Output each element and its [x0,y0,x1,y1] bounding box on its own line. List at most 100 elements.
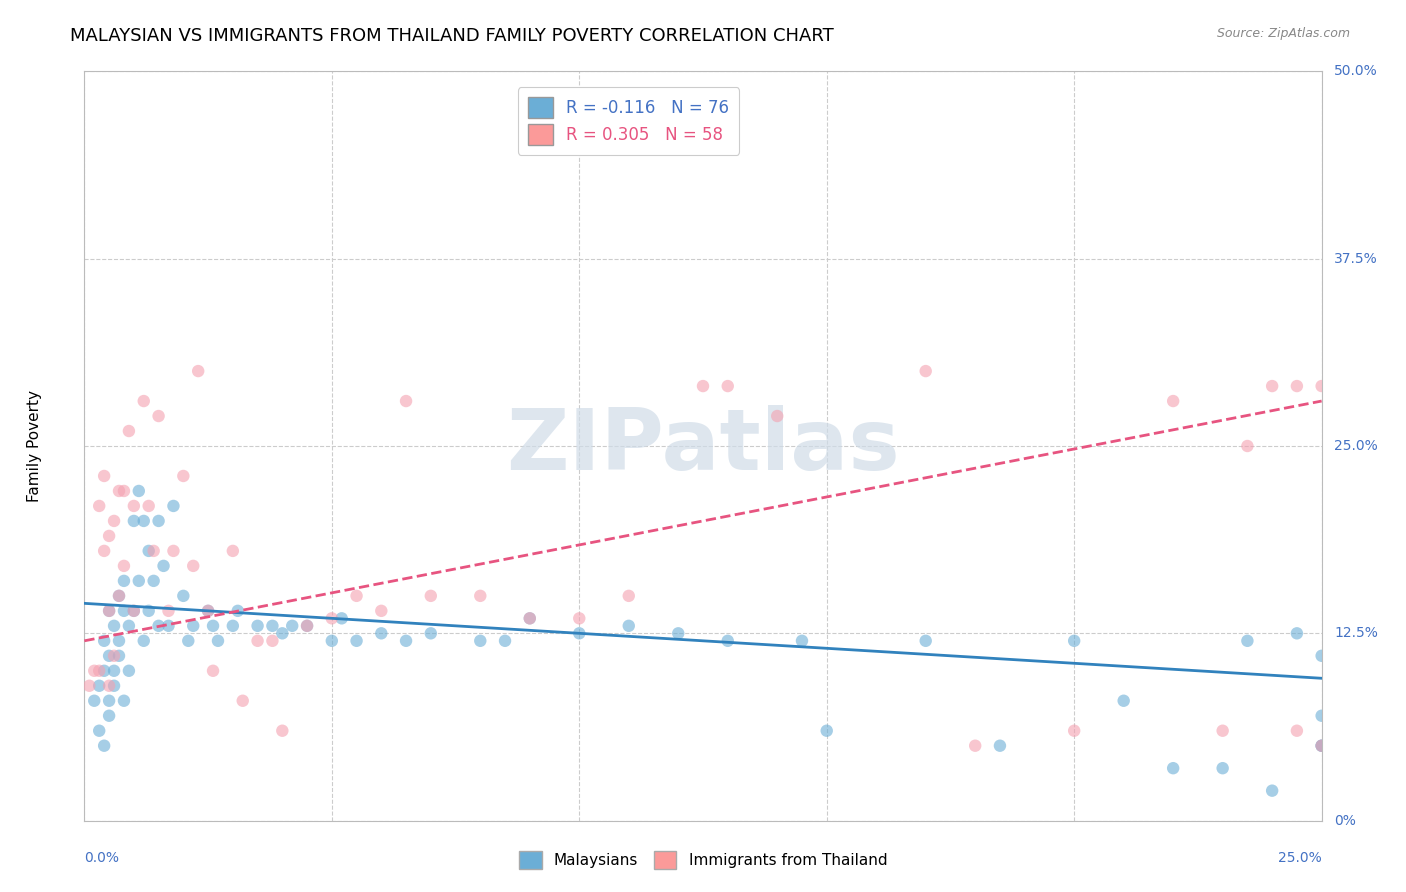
Immigrants from Thailand [246,633,269,648]
Immigrants from Thailand [1063,723,1085,738]
Malaysians [519,611,541,625]
Malaysians [108,633,131,648]
Text: 25.0%: 25.0% [1278,851,1322,864]
Immigrants from Thailand [295,619,318,633]
Malaysians [914,633,936,648]
Malaysians [98,648,121,663]
Immigrants from Thailand [98,529,121,543]
Immigrants from Thailand [118,424,141,438]
Malaysians [128,483,150,498]
Immigrants from Thailand [965,739,987,753]
Malaysians [1212,761,1234,775]
Malaysians [470,633,492,648]
Immigrants from Thailand [202,664,225,678]
Malaysians [346,633,368,648]
Malaysians [1236,633,1258,648]
Immigrants from Thailand [108,589,131,603]
Immigrants from Thailand [122,499,145,513]
Immigrants from Thailand [122,604,145,618]
Malaysians [138,604,160,618]
Malaysians [177,633,200,648]
Malaysians [93,633,115,648]
Malaysians [207,633,229,648]
Malaysians [1310,739,1333,753]
Immigrants from Thailand [89,499,111,513]
Text: 50.0%: 50.0% [1334,64,1378,78]
Immigrants from Thailand [1285,723,1308,738]
Immigrants from Thailand [172,469,194,483]
Malaysians [93,664,115,678]
Malaysians [118,664,141,678]
Immigrants from Thailand [89,664,111,678]
Malaysians [132,633,155,648]
Malaysians [118,619,141,633]
Immigrants from Thailand [222,544,245,558]
Malaysians [1161,761,1184,775]
Immigrants from Thailand [112,483,135,498]
Malaysians [157,619,180,633]
Malaysians [226,604,249,618]
Malaysians [172,589,194,603]
Malaysians [617,619,640,633]
Malaysians [395,633,418,648]
Immigrants from Thailand [1310,739,1333,753]
Legend: R = -0.116   N = 76, R = 0.305   N = 58: R = -0.116 N = 76, R = 0.305 N = 58 [517,87,740,154]
Immigrants from Thailand [617,589,640,603]
Immigrants from Thailand [717,379,740,393]
Text: 0%: 0% [1334,814,1355,828]
Immigrants from Thailand [1161,394,1184,409]
Immigrants from Thailand [271,723,294,738]
Malaysians [790,633,813,648]
Malaysians [98,708,121,723]
Text: ZIPatlas: ZIPatlas [506,404,900,488]
Immigrants from Thailand [112,558,135,573]
Malaysians [103,679,125,693]
Immigrants from Thailand [568,611,591,625]
Malaysians [295,619,318,633]
Immigrants from Thailand [321,611,343,625]
Malaysians [666,626,689,640]
Malaysians [262,619,284,633]
Malaysians [148,619,170,633]
Immigrants from Thailand [108,483,131,498]
Immigrants from Thailand [395,394,418,409]
Malaysians [148,514,170,528]
Immigrants from Thailand [197,604,219,618]
Immigrants from Thailand [1212,723,1234,738]
Malaysians [222,619,245,633]
Malaysians [1261,783,1284,797]
Immigrants from Thailand [914,364,936,378]
Immigrants from Thailand [419,589,441,603]
Immigrants from Thailand [142,544,165,558]
Malaysians [494,633,516,648]
Malaysians [246,619,269,633]
Malaysians [108,648,131,663]
Immigrants from Thailand [93,544,115,558]
Immigrants from Thailand [93,469,115,483]
Immigrants from Thailand [132,394,155,409]
Immigrants from Thailand [1261,379,1284,393]
Immigrants from Thailand [181,558,204,573]
Malaysians [321,633,343,648]
Malaysians [281,619,304,633]
Malaysians [162,499,184,513]
Immigrants from Thailand [1236,439,1258,453]
Malaysians [1310,708,1333,723]
Malaysians [89,679,111,693]
Immigrants from Thailand [262,633,284,648]
Text: 0.0%: 0.0% [84,851,120,864]
Malaysians [98,694,121,708]
Immigrants from Thailand [148,409,170,423]
Immigrants from Thailand [187,364,209,378]
Malaysians [1310,648,1333,663]
Immigrants from Thailand [83,664,105,678]
Malaysians [112,604,135,618]
Malaysians [419,626,441,640]
Immigrants from Thailand [1310,379,1333,393]
Malaysians [202,619,225,633]
Text: Source: ZipAtlas.com: Source: ZipAtlas.com [1216,27,1350,40]
Malaysians [132,514,155,528]
Malaysians [370,626,392,640]
Malaysians [112,574,135,588]
Immigrants from Thailand [470,589,492,603]
